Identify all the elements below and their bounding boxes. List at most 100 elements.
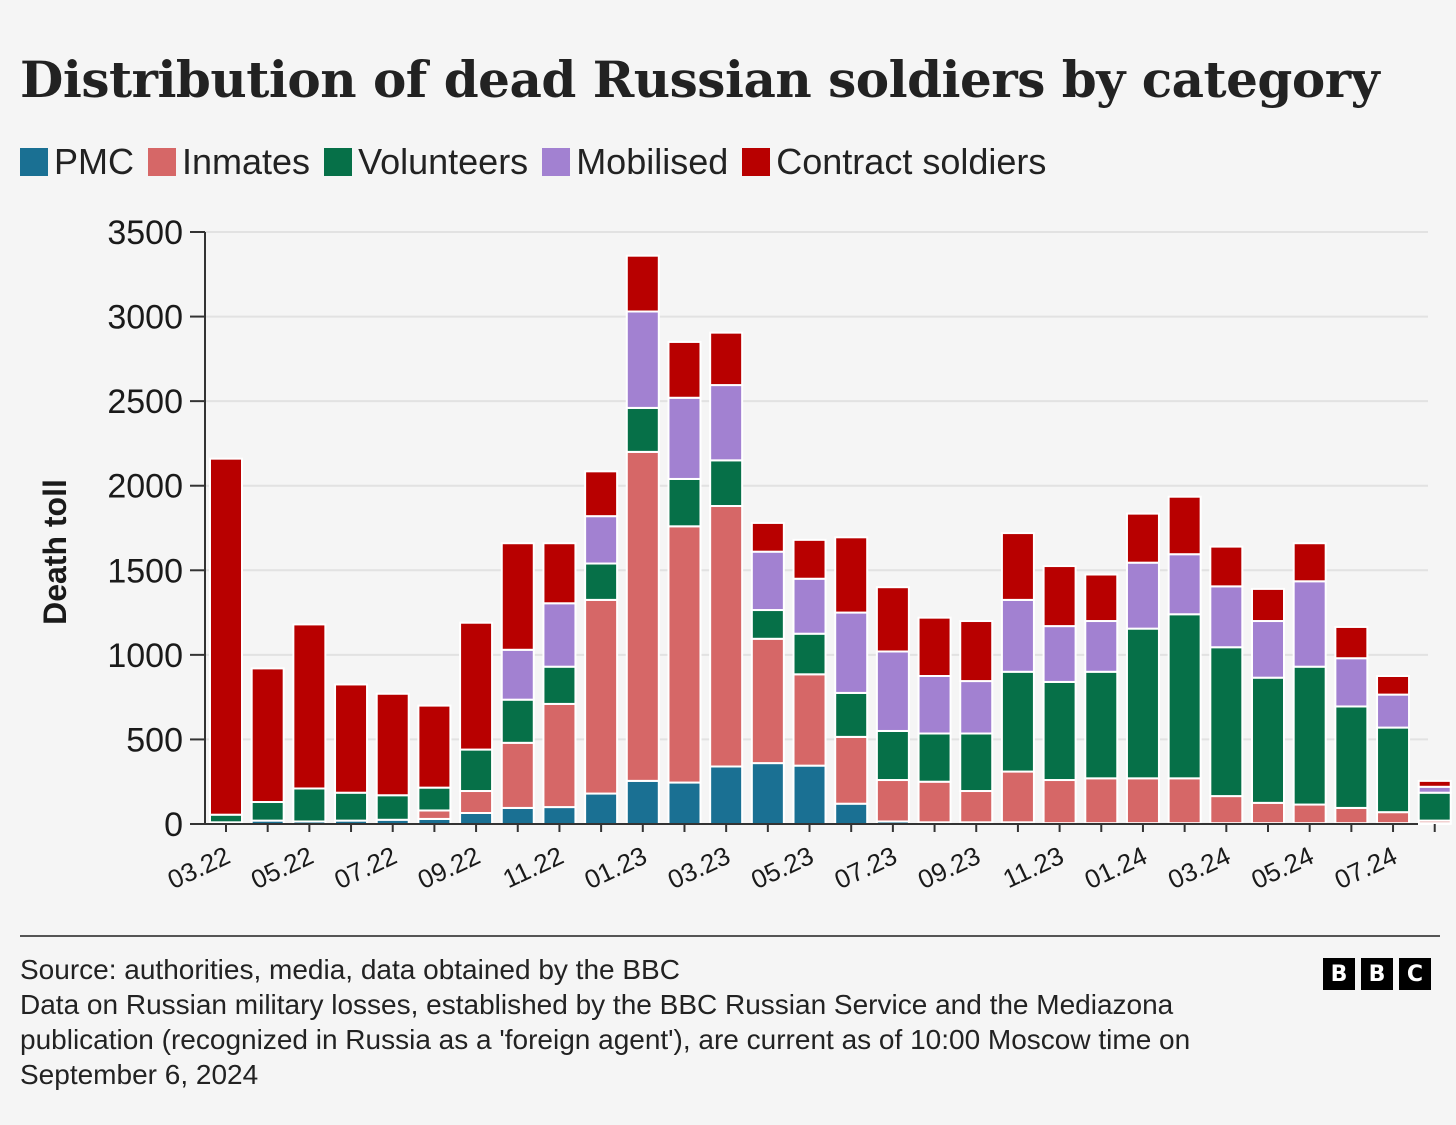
bar-segment [1251,801,1285,825]
bar-segment [750,609,785,640]
y-tick-label: 500 [126,721,183,759]
y-tick-label: 2000 [107,468,183,506]
bar-segment [1042,625,1077,683]
x-tick-label: 11.22 [498,840,568,894]
legend-swatch [542,148,571,176]
bar-segment [834,691,869,738]
bar-segment [1292,665,1327,806]
bar-segment [1251,587,1285,623]
bar-segment [834,611,869,694]
bar-segment [667,781,702,825]
x-tick-label: 09.23 [913,840,985,895]
bar-segment [500,806,535,826]
bar-segment [209,457,243,816]
bar-segment [667,525,702,784]
x-tick-label: 07.24 [1330,840,1402,895]
y-tick-label: 3500 [107,214,183,252]
bar-segment [834,735,869,805]
note-text: Data on Russian military losses, establi… [20,989,1191,1090]
bar-segment [1376,693,1411,729]
bar-segment [1042,680,1077,782]
bar-segment [1334,806,1369,825]
bar-segment [334,683,369,794]
bar-segment [584,470,619,518]
bar-segment [667,340,702,399]
x-tick-label: 01.23 [580,840,652,895]
x-tick-label: 03.23 [663,840,735,895]
bar-segment [917,616,952,677]
bar-segment [1292,542,1327,583]
bar-segment [917,780,952,824]
bar-segment [292,623,327,790]
legend-label: PMC [54,141,134,182]
bar-segment [959,790,994,824]
source-text: Source: authorities, media, data obtaine… [20,954,680,985]
bar-segment [500,741,535,809]
bar-segment [209,813,243,824]
legend-swatch [20,148,48,176]
legend-label: Volunteers [358,141,529,182]
bar-segment [709,459,744,508]
bar-segment [542,665,577,705]
bar-segment [584,562,619,601]
bar-segment [625,310,660,409]
legend: PMC Inmates Volunteers Mobilised Contract so… [20,140,1060,184]
bar-segment [792,673,827,767]
bar-segment [917,675,952,735]
bar-segment [1000,598,1035,673]
y-tick-label: 1000 [107,637,183,675]
bar-segment [584,792,619,825]
x-tick-label: 03.24 [1163,840,1235,895]
bar-segment [1376,726,1411,814]
legend-item: Volunteers [324,140,528,184]
bar-segment [292,787,327,823]
bar-segment [750,762,785,826]
bar-segment [834,802,869,826]
bar-segment [542,806,577,825]
bar-segment [792,632,827,676]
bar-segment [1292,803,1327,825]
bar-segment [834,536,869,614]
footer-divider [20,935,1440,937]
bar-segment [625,779,660,826]
bar-segment [542,702,577,809]
x-tick-label: 03.22 [163,840,235,895]
x-tick-label: 01.24 [1080,840,1152,895]
bar-segment [500,698,535,744]
y-tick-label: 2500 [107,383,183,421]
legend-swatch [742,148,771,176]
bar-segment [1084,777,1119,825]
bar-segment [1084,670,1119,780]
bar-segment [1167,495,1202,556]
bar-segment [1292,580,1327,668]
legend-item: Contract soldiers [742,140,1046,184]
bar-segment [1084,573,1119,623]
legend-label: Contract soldiers [776,141,1047,182]
bar-segment [1000,770,1035,824]
bar-segment [459,812,494,826]
bbc-logo-block: B [1361,958,1393,990]
bar-segment [709,331,744,387]
bar-segment [1209,795,1244,825]
bar-segment [959,732,994,793]
bar-segment [1125,512,1160,564]
bar-segment [1209,545,1244,588]
bar-segment [875,650,910,732]
x-tick-label: 05.24 [1247,840,1319,895]
bar-segment [375,794,410,821]
bar-segment [1125,777,1160,825]
bar-segment [959,680,994,735]
bar-segment [875,729,910,782]
bar-segment [1417,779,1452,788]
bar-segment [1334,625,1369,660]
bar-segment [1209,646,1244,798]
bar-segment [1334,657,1369,708]
bar-segment [375,692,410,797]
bar-segment [625,254,660,313]
bar-segment [1251,676,1285,804]
bar-segment [500,542,535,651]
chart-title: Distribution of dead Russian soldiers by… [20,50,1380,109]
x-tick-label: 09.22 [413,840,485,895]
bar-segment [584,515,619,565]
bar-segment [625,450,660,782]
